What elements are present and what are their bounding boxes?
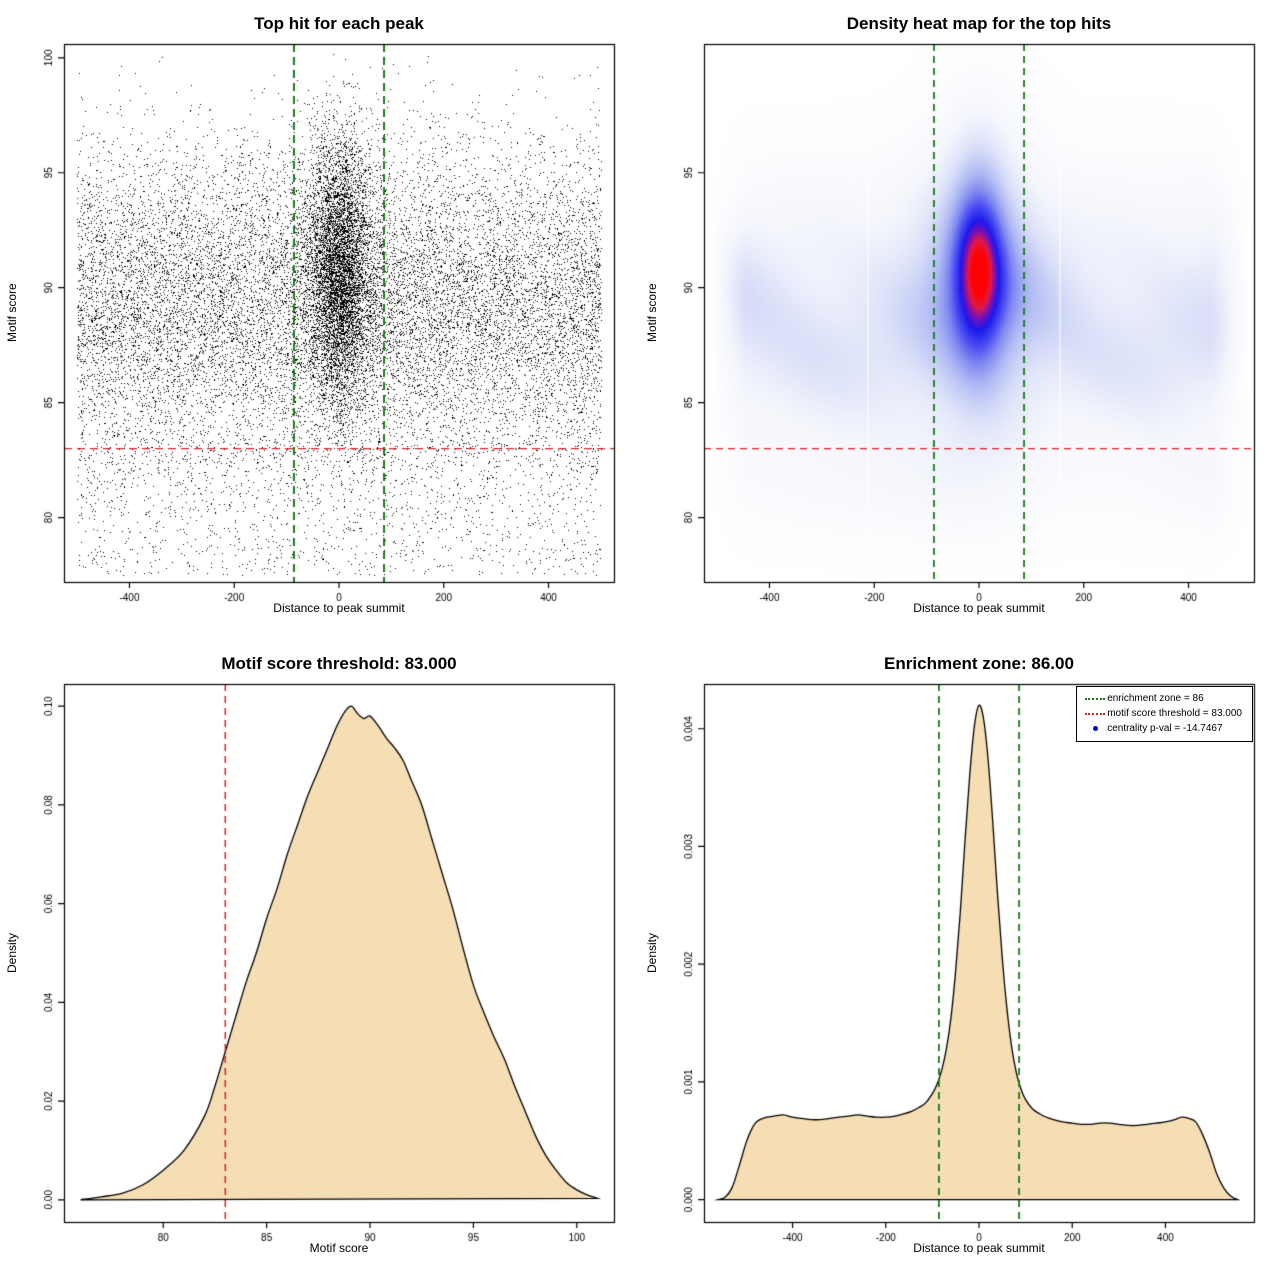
legend-item: centrality p-val = -14.7467 (1083, 721, 1242, 736)
distance-density-panel: Enrichment zone: 86.00 Distance to peak … (640, 640, 1280, 1280)
motif-density-canvas (0, 640, 640, 1280)
x-axis-label: Motif score (309, 1241, 369, 1255)
chart-title-enrichment: Enrichment zone: 86.00 (884, 654, 1074, 673)
heatmap-panel: Density heat map for the top hits Distan… (640, 0, 1280, 640)
legend-item-label: enrichment zone = 86 (1107, 693, 1204, 704)
x-axis-label: Distance to peak summit (273, 601, 405, 615)
y-axis-label: Motif score (5, 283, 19, 343)
x-axis-label: Distance to peak summit (913, 1241, 1045, 1255)
scatter-panel: Top hit for each peak Distance to peak s… (0, 0, 640, 640)
legend: enrichment zone = 86 motif score thresho… (1076, 686, 1253, 742)
chart-title-scatter: Top hit for each peak (254, 14, 424, 33)
y-axis-label: Motif score (645, 283, 659, 343)
motif-density-panel: Motif score threshold: 83.000 Motif scor… (0, 640, 640, 1280)
chart-title-heatmap: Density heat map for the top hits (846, 14, 1112, 33)
dot-icon (1083, 726, 1107, 731)
dotted-line-icon (1083, 697, 1107, 700)
heatmap-canvas (640, 0, 1280, 640)
dotted-line-icon (1083, 712, 1107, 715)
scatter-plot-canvas (0, 0, 640, 640)
distance-density-canvas (640, 640, 1280, 1280)
chart-title-motif-density: Motif score threshold: 83.000 (221, 654, 457, 673)
legend-item-label: centrality p-val = -14.7467 (1107, 723, 1223, 734)
x-axis-label: Distance to peak summit (913, 601, 1045, 615)
legend-item: motif score threshold = 83.000 (1083, 706, 1242, 721)
legend-item: enrichment zone = 86 (1083, 691, 1242, 706)
y-axis-label: Density (645, 933, 659, 974)
y-axis-label: Density (5, 933, 19, 974)
legend-item-label: motif score threshold = 83.000 (1107, 708, 1242, 719)
